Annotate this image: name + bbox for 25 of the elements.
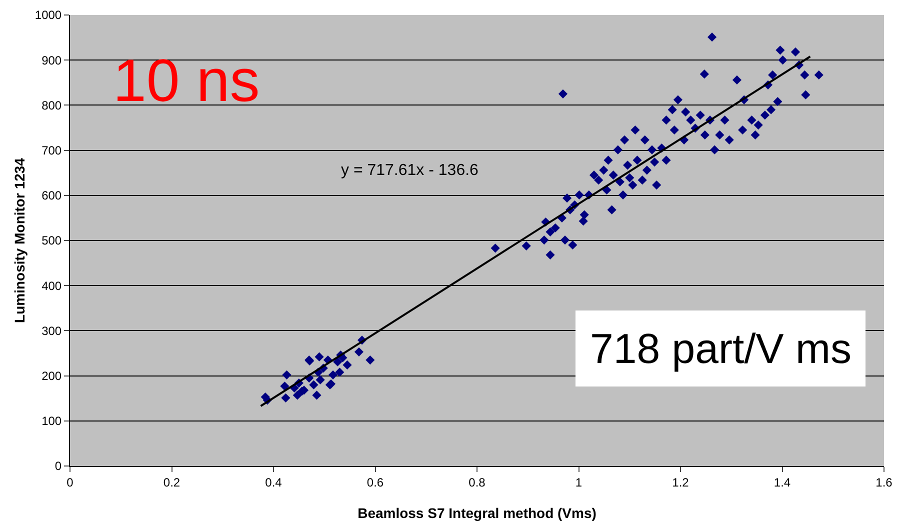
y-tick-label: 600 <box>42 188 62 203</box>
y-tick-label: 700 <box>42 144 62 158</box>
y-axis-title: Luminosity Monitor 1234 <box>11 158 28 323</box>
x-tick-label: 1.6 <box>876 475 893 490</box>
y-tick-label: 500 <box>42 234 62 248</box>
y-tick-label: 0 <box>54 459 62 474</box>
x-tick-label: 1.4 <box>774 475 791 490</box>
annotation: y = 717.61x - 136.6 <box>341 162 479 179</box>
y-tick-label: 800 <box>42 98 62 112</box>
y-tick-label: 300 <box>42 324 62 338</box>
x-tick-label: 1.2 <box>672 475 690 490</box>
y-tick-label: 100 <box>42 414 62 428</box>
x-tick-label: 1 <box>575 475 582 490</box>
x-tick-label: 0.6 <box>366 475 384 490</box>
y-tick-label: 400 <box>42 278 62 293</box>
x-tick-label: 0.4 <box>265 475 282 490</box>
x-tick-label: 0 <box>66 475 74 490</box>
x-axis-title: Beamloss S7 Integral method (Vms) <box>358 505 596 521</box>
x-tick-label: 0.8 <box>468 475 486 490</box>
y-tick-label: 900 <box>42 53 62 68</box>
annotation: 718 part/V ms <box>590 325 852 372</box>
y-tick-label: 200 <box>42 369 62 383</box>
x-tick-label: 0.2 <box>163 475 180 490</box>
annotation: 10 ns <box>113 47 260 114</box>
y-tick-label: 1000 <box>34 8 62 22</box>
